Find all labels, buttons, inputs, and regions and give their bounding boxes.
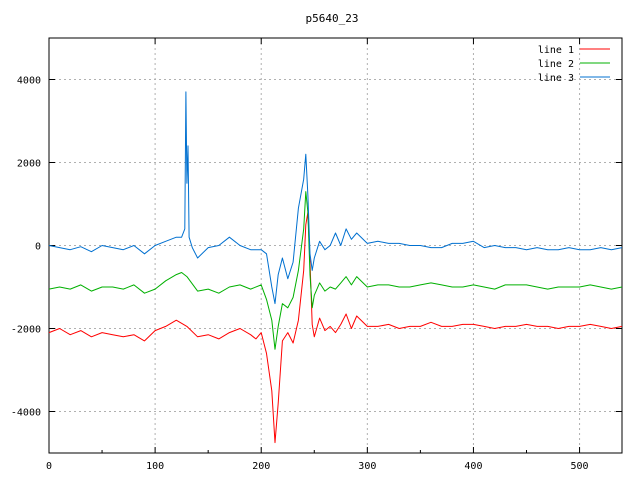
x-tick-label: 300 <box>358 461 376 472</box>
x-tick-label: 200 <box>252 461 270 472</box>
y-tick-label: 0 <box>35 242 41 253</box>
legend-label: line 1 <box>538 45 574 56</box>
x-tick-label: 100 <box>146 461 164 472</box>
y-tick-label: -2000 <box>11 325 41 336</box>
legend: line 1 line 2 line 3 <box>538 45 610 84</box>
y-tick-label: 4000 <box>17 76 41 87</box>
y-tick-label: -4000 <box>11 408 41 419</box>
series-line-3 <box>48 91 623 305</box>
y-tick-label: 2000 <box>17 159 41 170</box>
series-line-2 <box>48 191 623 350</box>
legend-label: line 3 <box>538 73 574 84</box>
x-tick-label: 0 <box>46 461 52 472</box>
legend-label: line 2 <box>538 59 574 70</box>
x-tick-label: 500 <box>571 461 589 472</box>
chart-title: p5640_23 <box>306 12 359 25</box>
x-tick-label: 400 <box>464 461 482 472</box>
series-line-1 <box>48 211 623 444</box>
